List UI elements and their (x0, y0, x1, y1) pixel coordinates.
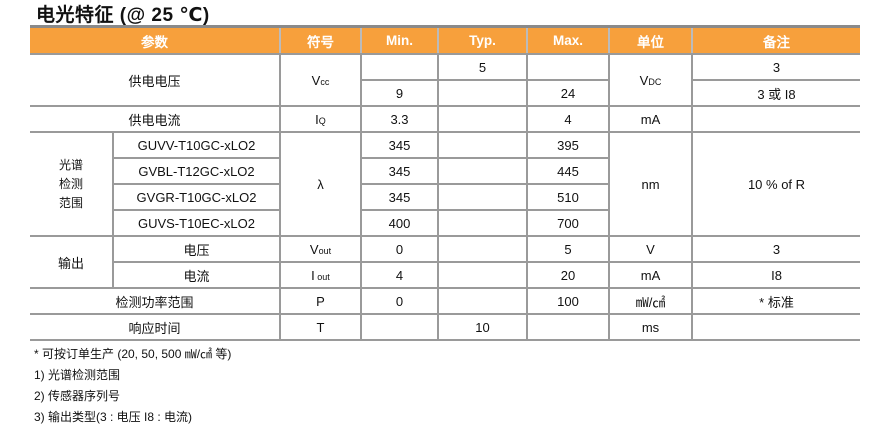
max-cell: 445 (526, 157, 610, 185)
header-row: 参数 符号 Min. Typ. Max. 单位 备注 (30, 25, 860, 55)
table-row: 电流 I out 4 20 mA I8 (30, 261, 860, 289)
model-cell: GVGR-T10GC-xLO2 (112, 183, 281, 211)
symbol-cell: Vout (279, 235, 362, 263)
symbol-cell: T (279, 313, 362, 341)
unit-cell: ㎽/㎠ (608, 287, 693, 315)
max-cell: 24 (526, 79, 610, 107)
unit-cell: VDC (608, 53, 693, 107)
footnote: * 可按订单生产 (20, 50, 500 ㎽/㎠ 等) (34, 347, 232, 361)
unit-cell: mA (608, 105, 693, 133)
min-cell: 0 (360, 235, 439, 263)
sub-param-cell: 电流 (112, 261, 281, 289)
electro-optical-table: 参数 符号 Min. Typ. Max. 单位 备注 供电电压 Vcc 5 VD… (30, 25, 860, 341)
max-cell: 700 (526, 209, 610, 237)
typ-cell (437, 131, 528, 159)
table-row: 光谱 检测 范围 GUVV-T10GC-xLO2 λ 345 395 nm 10 %… (30, 131, 860, 237)
param-cell: 响应时间 (30, 313, 281, 341)
table-row: 9 24 3 或 I8 (30, 79, 860, 107)
typ-cell: 10 (437, 313, 528, 341)
param-cell: 供电电压 (30, 53, 281, 107)
max-cell (526, 313, 610, 341)
table-row: 输出 电压 Vout 0 5 V 3 (30, 235, 860, 289)
param-cell-output: 输出 (30, 235, 114, 289)
footnote: 1) 光谱检测范围 (34, 368, 121, 382)
param-cell-spectral: 光谱 检测 范围 (30, 131, 114, 237)
symbol-cell: IQ (279, 105, 362, 133)
table-row: GUVS-T10EC-xLO2 400 700 (30, 209, 860, 237)
max-cell: 510 (526, 183, 610, 211)
section-title: 电光特征 (@ 25 ℃) (36, 5, 210, 26)
typ-cell (437, 157, 528, 185)
min-cell: 4 (360, 261, 439, 289)
symbol-cell: I out (279, 261, 362, 289)
table-row: 响应时间 T 10 ms (30, 313, 860, 341)
header-symbol: 符号 (279, 25, 362, 55)
max-cell: 395 (526, 131, 610, 159)
header-typ: Typ. (437, 25, 528, 55)
table-row: 供电电流 IQ 3.3 4 mA (30, 105, 860, 133)
header-unit: 单位 (608, 25, 693, 55)
remark-cell: * 标准 (691, 287, 860, 315)
param-cell: 供电电流 (30, 105, 281, 133)
remark-cell: 3 (691, 235, 860, 263)
table-row: GVBL-T12GC-xLO2 345 445 (30, 157, 860, 185)
min-cell: 345 (360, 131, 439, 159)
unit-cell: nm (608, 131, 693, 237)
unit-cell: ms (608, 313, 693, 341)
typ-cell (437, 209, 528, 237)
table-row: 供电电压 Vcc 5 VDC 3 (30, 53, 860, 107)
symbol-cell: P (279, 287, 362, 315)
max-cell: 100 (526, 287, 610, 315)
typ-cell (437, 287, 528, 315)
min-cell: 9 (360, 79, 439, 107)
remark-cell (691, 105, 860, 133)
remark-cell: 10 % of R (691, 131, 860, 237)
header-remark: 备注 (691, 25, 860, 55)
table-row: 检测功率范围 P 0 100 ㎽/㎠ * 标准 (30, 287, 860, 315)
sub-param-cell: 电压 (112, 235, 281, 263)
header-min: Min. (360, 25, 439, 55)
min-cell: 3.3 (360, 105, 439, 133)
footnote: 2) 传感器序列号 (34, 389, 121, 403)
unit-cell: mA (608, 261, 693, 289)
header-param: 参数 (30, 25, 281, 55)
model-cell: GUVS-T10EC-xLO2 (112, 209, 281, 237)
min-cell: 345 (360, 157, 439, 185)
min-cell (360, 53, 439, 81)
model-cell: GUVV-T10GC-xLO2 (112, 131, 281, 159)
table-row: GVGR-T10GC-xLO2 345 510 (30, 183, 860, 211)
unit-cell: V (608, 235, 693, 263)
footnote: 3) 输出类型(3 : 电压 I8 : 电流) (34, 410, 193, 424)
max-cell (526, 53, 610, 81)
typ-cell (437, 235, 528, 263)
typ-cell (437, 105, 528, 133)
typ-cell (437, 183, 528, 211)
remark-cell: I8 (691, 261, 860, 289)
remark-cell: 3 (691, 53, 860, 81)
typ-cell (437, 261, 528, 289)
remark-cell (691, 313, 860, 341)
model-cell: GVBL-T12GC-xLO2 (112, 157, 281, 185)
typ-cell (437, 79, 528, 107)
max-cell: 4 (526, 105, 610, 133)
param-cell: 检测功率范围 (30, 287, 281, 315)
header-max: Max. (526, 25, 610, 55)
typ-cell: 5 (437, 53, 528, 81)
symbol-cell: Vcc (279, 53, 362, 107)
remark-cell: 3 或 I8 (691, 79, 860, 107)
footnotes: * 可按订单生产 (20, 50, 500 ㎽/㎠ 等) 1) 光谱检测范围 2… (34, 344, 231, 428)
min-cell: 0 (360, 287, 439, 315)
max-cell: 5 (526, 235, 610, 263)
min-cell (360, 313, 439, 341)
min-cell: 345 (360, 183, 439, 211)
min-cell: 400 (360, 209, 439, 237)
symbol-cell: λ (279, 131, 362, 237)
max-cell: 20 (526, 261, 610, 289)
